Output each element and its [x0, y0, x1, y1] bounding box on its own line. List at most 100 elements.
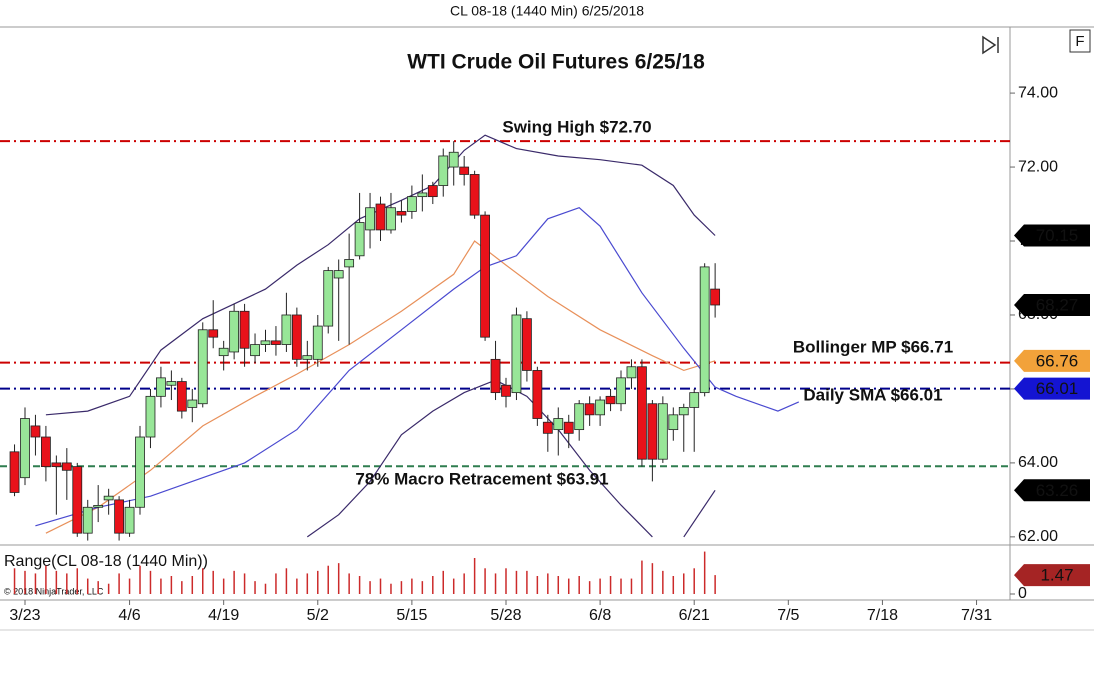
value-badge — [1014, 224, 1090, 247]
indicator-line — [683, 489, 716, 538]
value-badge — [1014, 564, 1090, 587]
play-icon-shape — [982, 35, 997, 55]
candle-body — [501, 384, 511, 397]
candle-body — [41, 436, 51, 467]
corner-button-label[interactable]: F — [1075, 33, 1084, 50]
candle-body — [30, 425, 41, 438]
x-tick-label: 7/5 — [777, 607, 799, 624]
candle-body — [563, 421, 574, 434]
candle-body — [114, 499, 125, 534]
candle-body — [208, 329, 219, 338]
candle-body — [281, 314, 292, 345]
value-badge-label: 66.01 — [1036, 379, 1079, 398]
x-tick-label: 6/8 — [589, 607, 611, 624]
candle-body — [344, 259, 355, 268]
range-y-tick-label: 0 — [1018, 585, 1027, 602]
indicator-line — [45, 134, 716, 416]
candle-body — [626, 366, 637, 379]
candle-body — [229, 310, 240, 353]
candle-body — [689, 392, 700, 408]
annotation: Swing High $72.70 — [502, 117, 651, 136]
indicator-line — [306, 379, 653, 538]
candle-body — [448, 151, 459, 168]
candle-body — [574, 403, 585, 431]
candle-body — [637, 366, 647, 460]
chart-title: WTI Crude Oil Futures 6/25/18 — [407, 51, 705, 74]
value-badge — [1014, 349, 1090, 372]
value-badge-label: 68.27 — [1036, 295, 1079, 314]
play-icon[interactable] — [982, 35, 999, 55]
candle-body — [459, 166, 470, 175]
x-tick-label: 5/2 — [307, 607, 329, 624]
candle-body — [542, 421, 553, 434]
candle-body — [166, 381, 177, 386]
candle-body — [490, 358, 501, 394]
candle-body — [218, 347, 229, 357]
candle-body — [417, 192, 428, 198]
value-badge — [1014, 293, 1090, 316]
candle-body — [699, 266, 710, 394]
candle-body — [260, 340, 271, 345]
range-title: Range(CL 08-18 (1440 Min)) — [4, 553, 208, 570]
candle-body — [239, 310, 250, 349]
candle-body — [647, 403, 658, 460]
value-badge-label: 1.47 — [1040, 566, 1073, 585]
candle-body — [657, 403, 668, 460]
y-tick-label: 72.00 — [1018, 158, 1058, 175]
candle-body — [20, 418, 30, 479]
main-panel — [0, 134, 1010, 541]
x-tick-label: 7/31 — [961, 607, 992, 624]
candle-body — [480, 214, 490, 338]
annotation: 78% Macro Retracement $63.91 — [355, 469, 608, 488]
candle-body — [532, 370, 543, 419]
candle-body — [103, 495, 114, 501]
indicator-line — [35, 207, 800, 527]
candle-body — [93, 505, 104, 508]
candle-body — [396, 211, 407, 216]
value-badge-label: 66.76 — [1036, 351, 1079, 370]
candle-body — [176, 381, 187, 412]
candle-body — [302, 355, 313, 360]
candle-body — [9, 451, 20, 493]
value-badge-label: 70.15 — [1036, 226, 1079, 245]
candle-body — [145, 395, 156, 438]
candle-body — [616, 377, 626, 405]
candle-body — [427, 185, 438, 198]
caption: CL 08-18 (1440 Min) 6/25/2018 — [450, 3, 644, 19]
x-tick-label: 5/15 — [396, 607, 427, 624]
candle-body — [365, 207, 375, 231]
value-badge — [1014, 479, 1090, 502]
candle-body — [605, 395, 616, 405]
candle-body — [668, 414, 679, 431]
candle-body — [584, 403, 595, 416]
candle-body — [522, 318, 532, 371]
candle-body — [553, 418, 564, 431]
candle-body — [375, 203, 386, 231]
candle-body — [187, 399, 198, 408]
candle-body — [312, 325, 323, 360]
candle-body — [72, 466, 83, 534]
candle-body — [438, 155, 449, 186]
candle-body — [124, 506, 135, 534]
annotation: Bollinger MP $66.71 — [793, 337, 953, 356]
x-tick-label: 3/23 — [9, 607, 40, 624]
candle-body — [197, 329, 208, 405]
candle-body — [271, 340, 281, 345]
annotation: Daily SMA $66.01 — [803, 385, 942, 404]
x-tick-label: 4/19 — [208, 607, 239, 624]
candle-body — [354, 222, 365, 257]
candle-body — [135, 436, 145, 508]
candle-body — [469, 174, 480, 216]
candle-body — [61, 462, 72, 471]
x-tick-label: 6/21 — [679, 607, 710, 624]
corner-button[interactable] — [1069, 29, 1091, 53]
candle-body — [82, 506, 93, 534]
copyright: © 2018 NinjaTrader, LLC — [4, 586, 104, 596]
x-tick-label: 7/18 — [867, 607, 898, 624]
candle-body — [333, 270, 344, 279]
candle-body — [250, 344, 260, 357]
candle-body — [710, 288, 721, 306]
candle-body — [51, 462, 62, 467]
